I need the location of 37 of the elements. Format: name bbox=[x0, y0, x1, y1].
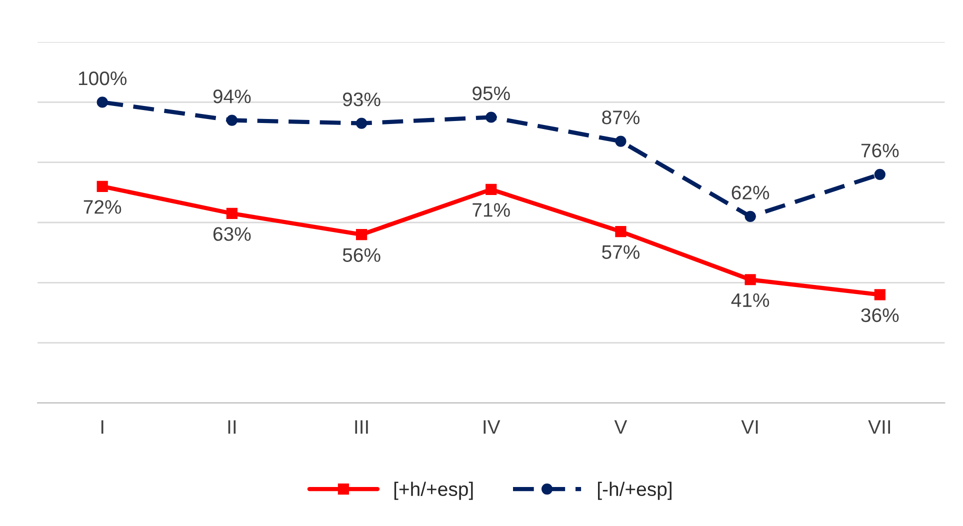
point bbox=[226, 114, 238, 126]
data-label: 72% bbox=[84, 200, 122, 214]
point bbox=[744, 210, 756, 222]
point bbox=[874, 168, 886, 180]
x-tick-label: VI bbox=[741, 420, 758, 434]
x-tick-label: I bbox=[101, 420, 104, 434]
data-label: 76% bbox=[861, 144, 899, 158]
data-label: 63% bbox=[213, 227, 251, 241]
point bbox=[96, 96, 108, 108]
point bbox=[356, 118, 368, 129]
point bbox=[486, 184, 497, 195]
x-tick-label: II bbox=[228, 420, 236, 434]
x-tick-label: III bbox=[355, 420, 368, 434]
data-label: 95% bbox=[472, 86, 510, 100]
data-label: 93% bbox=[342, 92, 380, 106]
data-label: 56% bbox=[342, 248, 380, 262]
point bbox=[615, 226, 626, 238]
data-label: 94% bbox=[213, 89, 251, 104]
point bbox=[744, 274, 756, 286]
legend-label: [-h/+esp] bbox=[598, 482, 672, 500]
data-label: 71% bbox=[472, 203, 510, 217]
data-label: 41% bbox=[731, 293, 770, 307]
data-label: 36% bbox=[861, 308, 899, 322]
data-label: 62% bbox=[732, 186, 770, 200]
data-label: 57% bbox=[602, 245, 640, 259]
point bbox=[226, 208, 238, 220]
point bbox=[96, 180, 108, 192]
point bbox=[615, 136, 626, 147]
data-label: 87% bbox=[602, 110, 640, 124]
x-tick-label: IV bbox=[484, 420, 500, 434]
point bbox=[356, 228, 368, 240]
x-tick-label: VII bbox=[868, 420, 890, 434]
point bbox=[486, 112, 497, 123]
legend-label: [+h/+esp] bbox=[394, 482, 473, 500]
data-label: 100% bbox=[78, 71, 127, 86]
point bbox=[874, 289, 886, 300]
x-tick-label: V bbox=[614, 420, 628, 434]
